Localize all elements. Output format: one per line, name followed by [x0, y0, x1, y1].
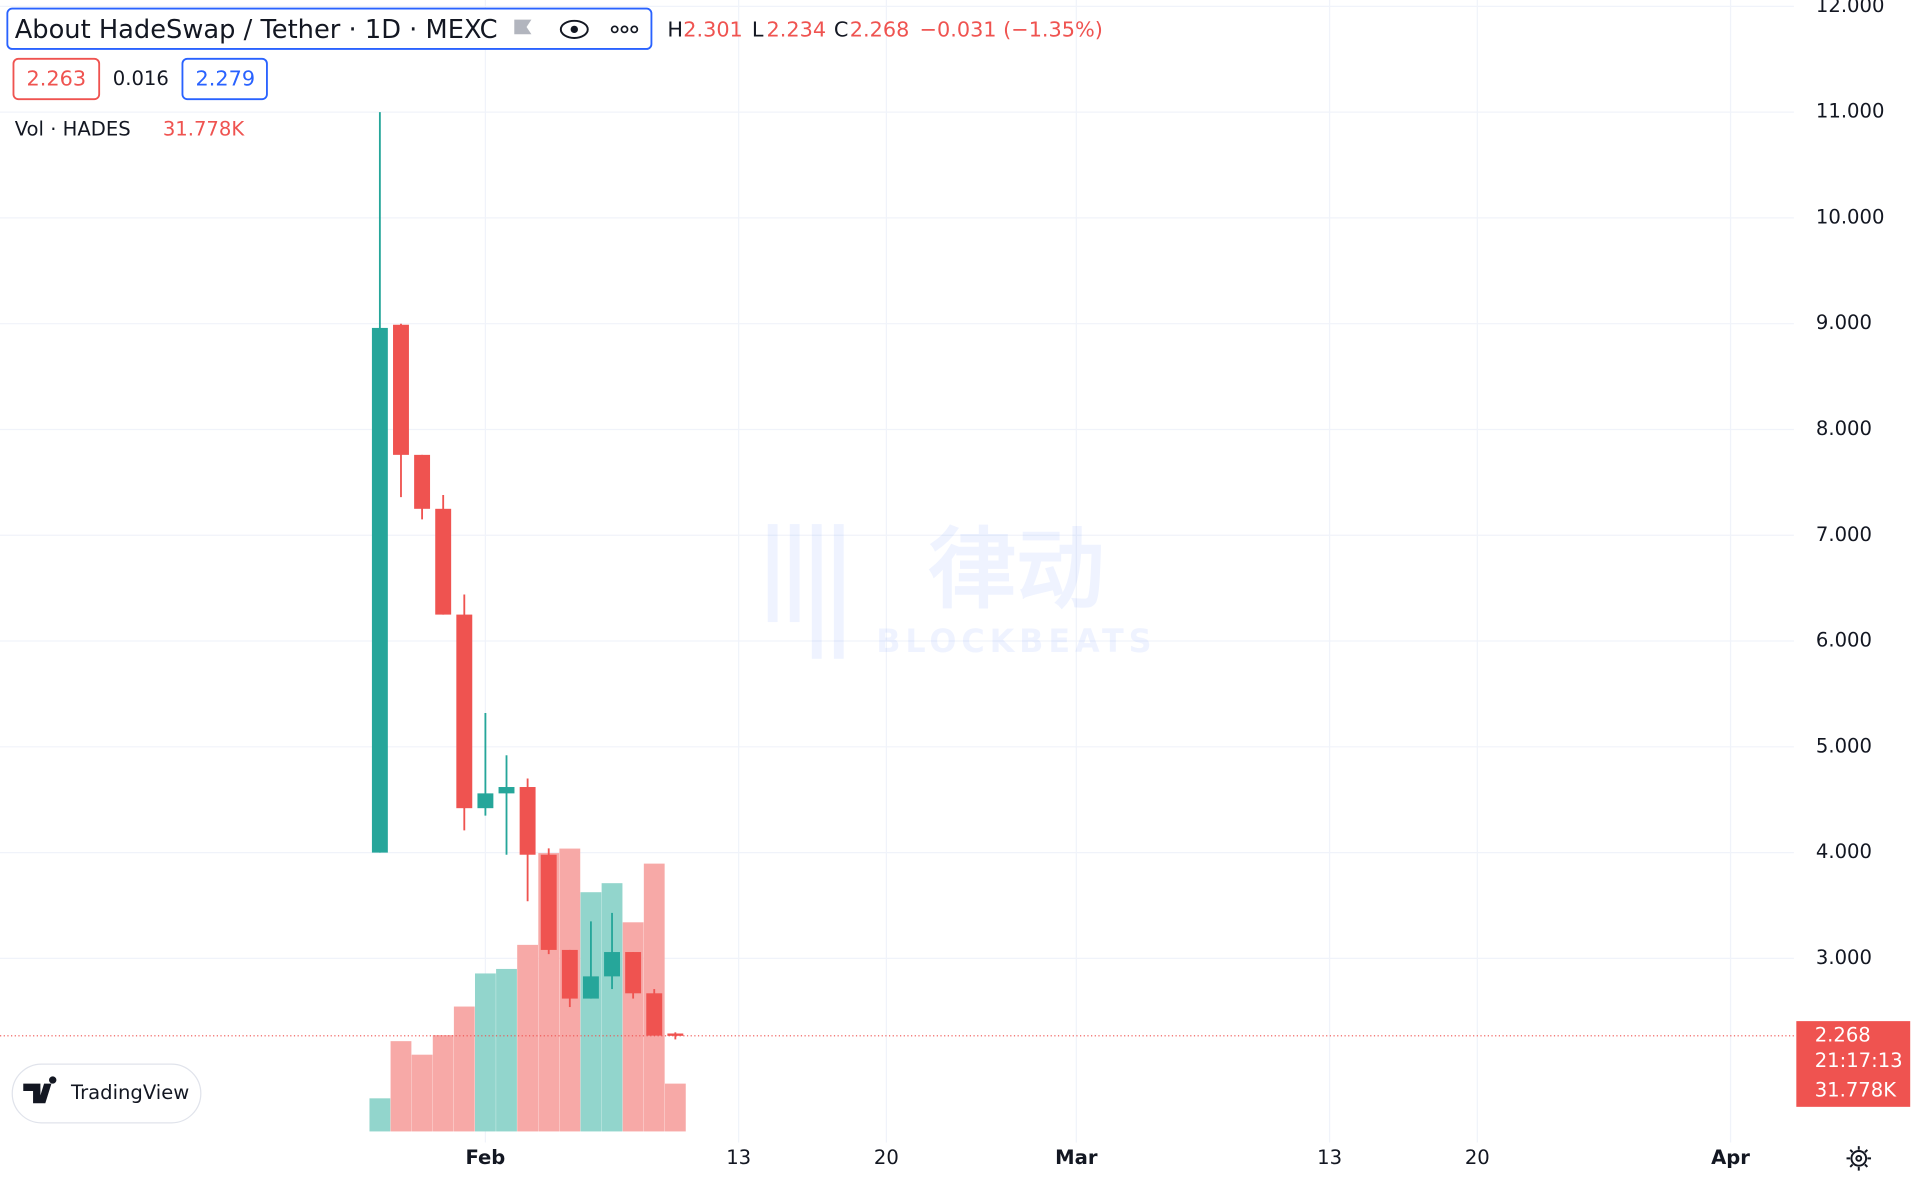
- price-tag: [1796, 1021, 1911, 1107]
- price-tag-countdown: 21:17:13: [1815, 1049, 1903, 1072]
- volume-bar: [432, 1035, 454, 1132]
- spread: 0.016: [113, 67, 169, 90]
- brand-badge[interactable]: TradingView: [11, 1063, 202, 1124]
- volume-bar: [369, 1098, 391, 1132]
- y-tick-label: 6.000: [1816, 629, 1872, 652]
- ask-box[interactable]: [181, 57, 268, 101]
- x-tick-label: 20: [874, 1146, 899, 1169]
- volume-bar: [601, 883, 623, 1132]
- legend-change: −0.031 (−1.35%): [920, 18, 1103, 42]
- watermark-bar: [833, 524, 844, 659]
- candle-body: [646, 993, 663, 1036]
- y-tick-label: 8.000: [1816, 417, 1872, 440]
- volume-bar: [496, 968, 517, 1132]
- more-icon[interactable]: [610, 25, 639, 34]
- y-tick-label: 9.000: [1816, 311, 1872, 334]
- y-tick-label: 11.000: [1816, 100, 1885, 123]
- x-tick-label: 13: [726, 1146, 751, 1169]
- candle-body: [667, 1033, 684, 1036]
- title-box[interactable]: [6, 7, 653, 50]
- volume-title: Vol · HADES: [15, 117, 131, 140]
- watermark: 律动 BLOCKBEATS: [767, 518, 1156, 660]
- legend-value: 2.234: [767, 18, 827, 42]
- bid-price: 2.263: [27, 67, 87, 91]
- price-tag-value: 2.268: [1815, 1023, 1871, 1046]
- candle-body: [456, 614, 473, 809]
- candle-body: [371, 327, 388, 853]
- candle-body: [625, 952, 642, 994]
- legend-key: C: [834, 18, 849, 42]
- candle-body: [604, 952, 620, 977]
- x-tick-label: 20: [1465, 1146, 1490, 1169]
- candle-body: [519, 787, 536, 855]
- volume-bar: [664, 1083, 686, 1132]
- candle-body: [561, 949, 578, 999]
- brand-name: TradingView: [70, 1081, 189, 1104]
- bid-box[interactable]: [12, 57, 101, 101]
- candle-body: [435, 508, 452, 615]
- volume-bar: [580, 892, 602, 1132]
- volume-bar: [453, 1006, 475, 1132]
- x-tick-label: Mar: [1055, 1146, 1098, 1169]
- volume-value: 31.778K: [163, 117, 246, 140]
- volume-bar: [390, 1041, 412, 1132]
- candle-body: [498, 787, 515, 794]
- flag-icon[interactable]: [514, 19, 532, 35]
- settings-icon[interactable]: [1846, 1146, 1872, 1171]
- watermark-text: 律动: [928, 518, 1104, 621]
- y-tick-label: 7.000: [1816, 523, 1872, 546]
- chart-title: About HadeSwap / Tether · 1D · MEXC: [15, 15, 498, 45]
- y-tick-label: 3.000: [1816, 946, 1872, 969]
- candle-body: [582, 976, 599, 999]
- x-tick-label: Feb: [465, 1146, 505, 1169]
- y-tick-label: 12.000: [1816, 0, 1885, 17]
- watermark-text: BLOCKBEATS: [876, 622, 1156, 660]
- x-tick-label: 13: [1317, 1146, 1342, 1169]
- candles: [371, 112, 684, 1040]
- candle-body: [393, 324, 409, 455]
- watermark-bar: [767, 524, 778, 623]
- y-tick-label: 4.000: [1816, 840, 1872, 863]
- x-tick-label: Apr: [1711, 1146, 1750, 1169]
- watermark-bar: [789, 524, 800, 623]
- volume-bar: [411, 1054, 433, 1132]
- candle-body: [477, 793, 494, 809]
- price-tag-volume: 31.778K: [1815, 1078, 1898, 1101]
- legend-value: 2.268: [850, 18, 910, 42]
- legend-key: H: [667, 18, 683, 42]
- grid: [0, 0, 1794, 1143]
- legend-key: L: [752, 18, 764, 42]
- volume-bar: [474, 973, 496, 1132]
- candle-body: [540, 854, 557, 950]
- eye-icon[interactable]: [559, 19, 589, 39]
- y-tick-label: 10.000: [1816, 205, 1885, 228]
- candle-body: [414, 454, 431, 509]
- y-tick-label: 5.000: [1816, 734, 1872, 757]
- ask-price: 2.279: [196, 67, 256, 91]
- volume-bar: [517, 944, 539, 1132]
- legend-value: 2.301: [683, 18, 743, 42]
- watermark-bar: [811, 524, 822, 659]
